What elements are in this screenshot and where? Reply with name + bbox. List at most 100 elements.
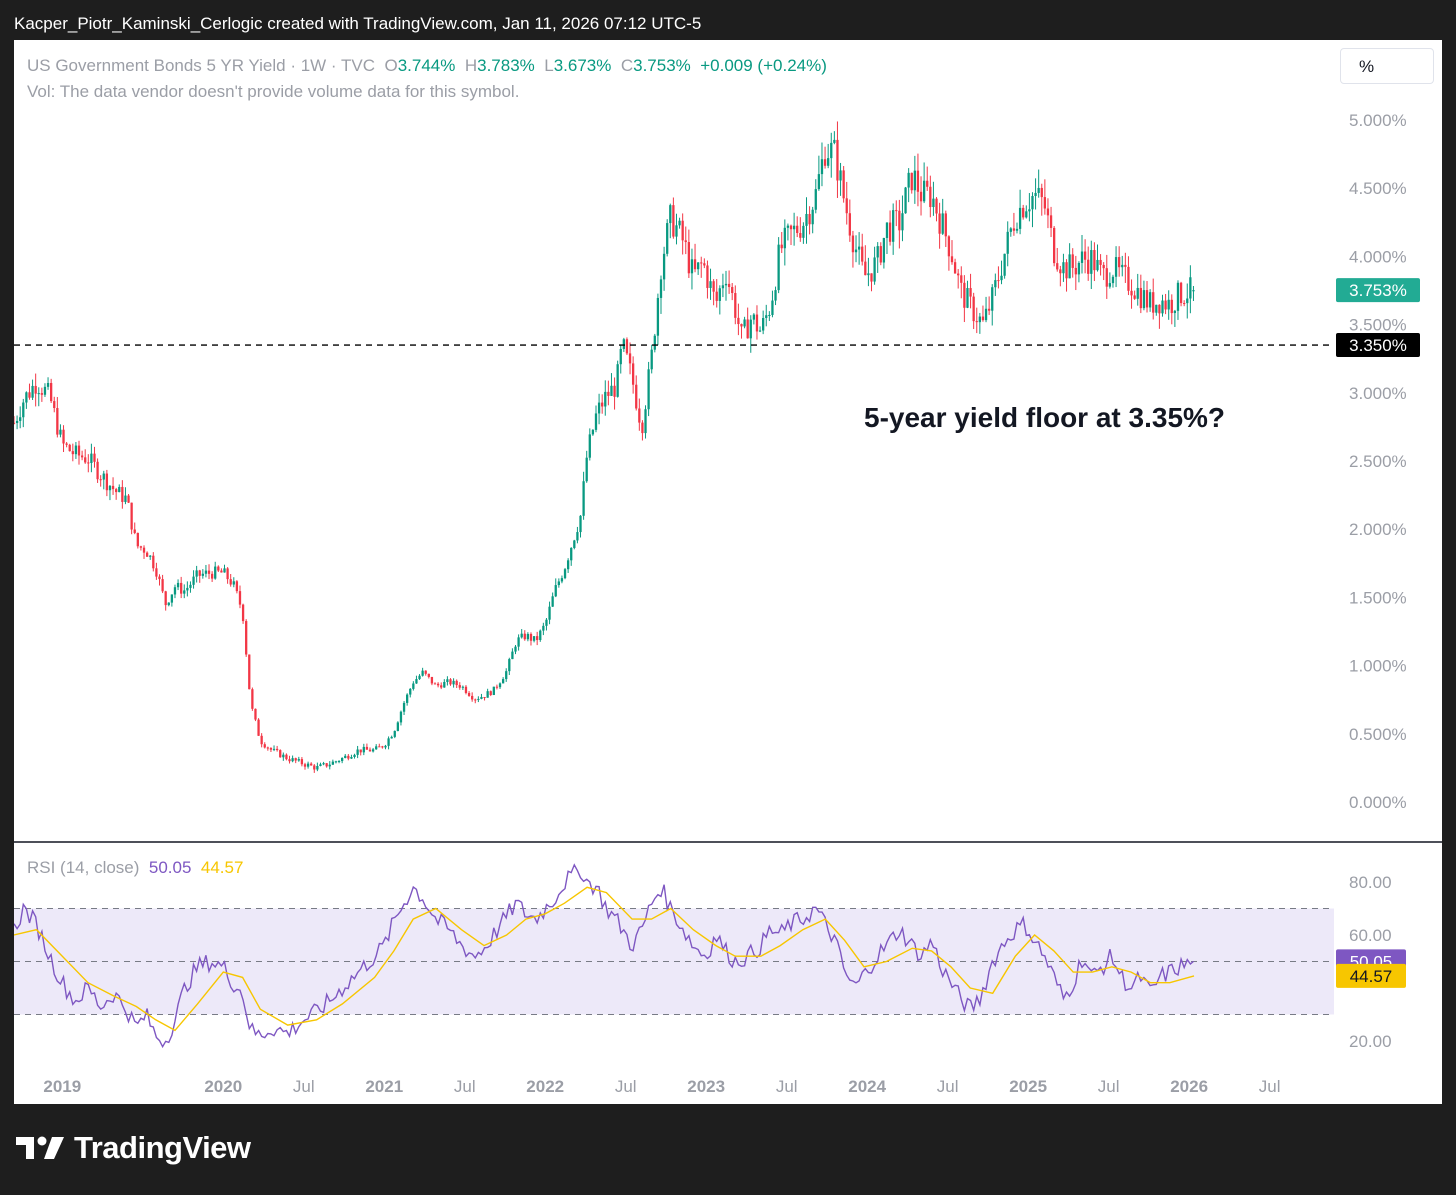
- change-value: +0.009 (+0.24%): [700, 56, 827, 75]
- candle-body: [864, 261, 867, 276]
- candle-body: [375, 746, 378, 750]
- candle-body: [542, 625, 545, 631]
- candle-body: [551, 596, 554, 607]
- candle-body: [436, 683, 440, 686]
- candle-body: [703, 263, 706, 266]
- candle-body: [15, 420, 19, 424]
- price-axis-tick: 4.500%: [1349, 179, 1407, 198]
- candle-body: [762, 317, 765, 331]
- candle-body: [139, 546, 143, 548]
- candle-body: [272, 748, 276, 750]
- candle-body: [734, 293, 737, 318]
- candle-body: [1176, 282, 1180, 311]
- candle-body: [1148, 292, 1152, 308]
- open-value: 3.744%: [397, 56, 456, 75]
- candle-body: [783, 227, 786, 249]
- candle-body: [601, 402, 604, 407]
- candle-body: [833, 139, 836, 143]
- candle-body: [882, 237, 886, 263]
- candle-body: [929, 186, 932, 208]
- candle-body: [675, 225, 678, 237]
- candle-body: [198, 570, 201, 576]
- candle-body: [396, 722, 400, 731]
- candle-body: [684, 240, 687, 243]
- candle-body: [458, 685, 461, 688]
- symbol-name[interactable]: US Government Bonds 5 YR Yield · 1W · TV…: [27, 56, 376, 75]
- candle-body: [1003, 253, 1006, 276]
- rsi-axis-tick: 60.00: [1349, 926, 1392, 945]
- candle-body: [195, 570, 198, 577]
- candle-body: [851, 235, 855, 253]
- candle-body: [879, 246, 882, 263]
- candle-body: [501, 679, 505, 684]
- price-axis-tick: 3.000%: [1349, 384, 1407, 403]
- candle-body: [362, 746, 365, 753]
- candle-body: [71, 451, 74, 455]
- candle-body: [127, 495, 130, 503]
- candle-body: [31, 385, 34, 398]
- candle-body: [1189, 277, 1192, 299]
- candle-body: [1071, 254, 1074, 268]
- candle-body: [975, 321, 978, 323]
- rsi-layer: [14, 863, 1334, 1049]
- candle-body: [266, 747, 269, 749]
- candle-body: [56, 408, 59, 435]
- candle-body: [399, 711, 403, 723]
- candle-body: [34, 385, 37, 394]
- rsi-axis-tick: 80.00: [1349, 873, 1392, 892]
- tradingview-logo-icon: [16, 1136, 64, 1159]
- candle-body: [625, 339, 629, 354]
- volume-note: Vol: The data vendor doesn't provide vol…: [27, 82, 520, 101]
- candle-body: [223, 568, 226, 573]
- candle-body: [387, 738, 390, 746]
- low-label: L: [544, 56, 554, 75]
- candle-body: [678, 220, 681, 226]
- candle-body: [768, 314, 771, 316]
- candle-body: [848, 213, 851, 236]
- candle-body: [895, 210, 898, 212]
- candle-body: [669, 205, 672, 224]
- candle-body: [1152, 292, 1155, 313]
- candle-body: [777, 244, 780, 291]
- candle-body: [1000, 275, 1003, 281]
- candle-body: [854, 249, 858, 253]
- candle-body: [861, 246, 864, 262]
- candle-body: [910, 172, 913, 191]
- candle-body: [409, 688, 412, 695]
- candle-body: [696, 262, 700, 270]
- tradingview-logo-text: TradingView: [74, 1130, 251, 1165]
- candle-body: [579, 515, 582, 533]
- candle-body: [145, 552, 149, 557]
- candle-body: [474, 699, 477, 701]
- candle-body: [830, 142, 833, 159]
- candle-body: [440, 685, 443, 688]
- high-label: H: [464, 56, 478, 75]
- candle-body: [687, 242, 691, 274]
- low-value: 3.673%: [553, 56, 612, 75]
- candle-body: [207, 570, 211, 574]
- candle-body: [1133, 295, 1136, 299]
- candle-body: [297, 759, 300, 761]
- candle-body: [576, 532, 579, 541]
- candle-body: [765, 315, 768, 318]
- candle-body: [53, 401, 56, 409]
- candle-body: [799, 233, 802, 238]
- percent-scale-button[interactable]: %: [1340, 48, 1434, 84]
- candle-body: [1028, 209, 1031, 212]
- candle-body: [226, 568, 229, 580]
- rsi-label[interactable]: RSI (14, close): [27, 858, 140, 877]
- candle-body: [254, 708, 257, 720]
- chart-canvas[interactable]: 5.000% 4.500% 4.000% 3.500% 3.000% 2.500% 2.00…: [14, 40, 1442, 1104]
- candle-body: [204, 570, 208, 574]
- candle-body: [152, 555, 155, 569]
- candle-body: [1124, 264, 1127, 267]
- time-axis-tick: Jul: [1259, 1077, 1281, 1096]
- candle-body: [978, 316, 982, 323]
- candle-body: [65, 443, 68, 445]
- candle-body: [774, 290, 777, 301]
- candle-body: [251, 689, 254, 709]
- close-value: 3.753%: [633, 56, 691, 75]
- candle-body: [659, 279, 663, 298]
- price-axis-tick: 1.500%: [1349, 588, 1407, 607]
